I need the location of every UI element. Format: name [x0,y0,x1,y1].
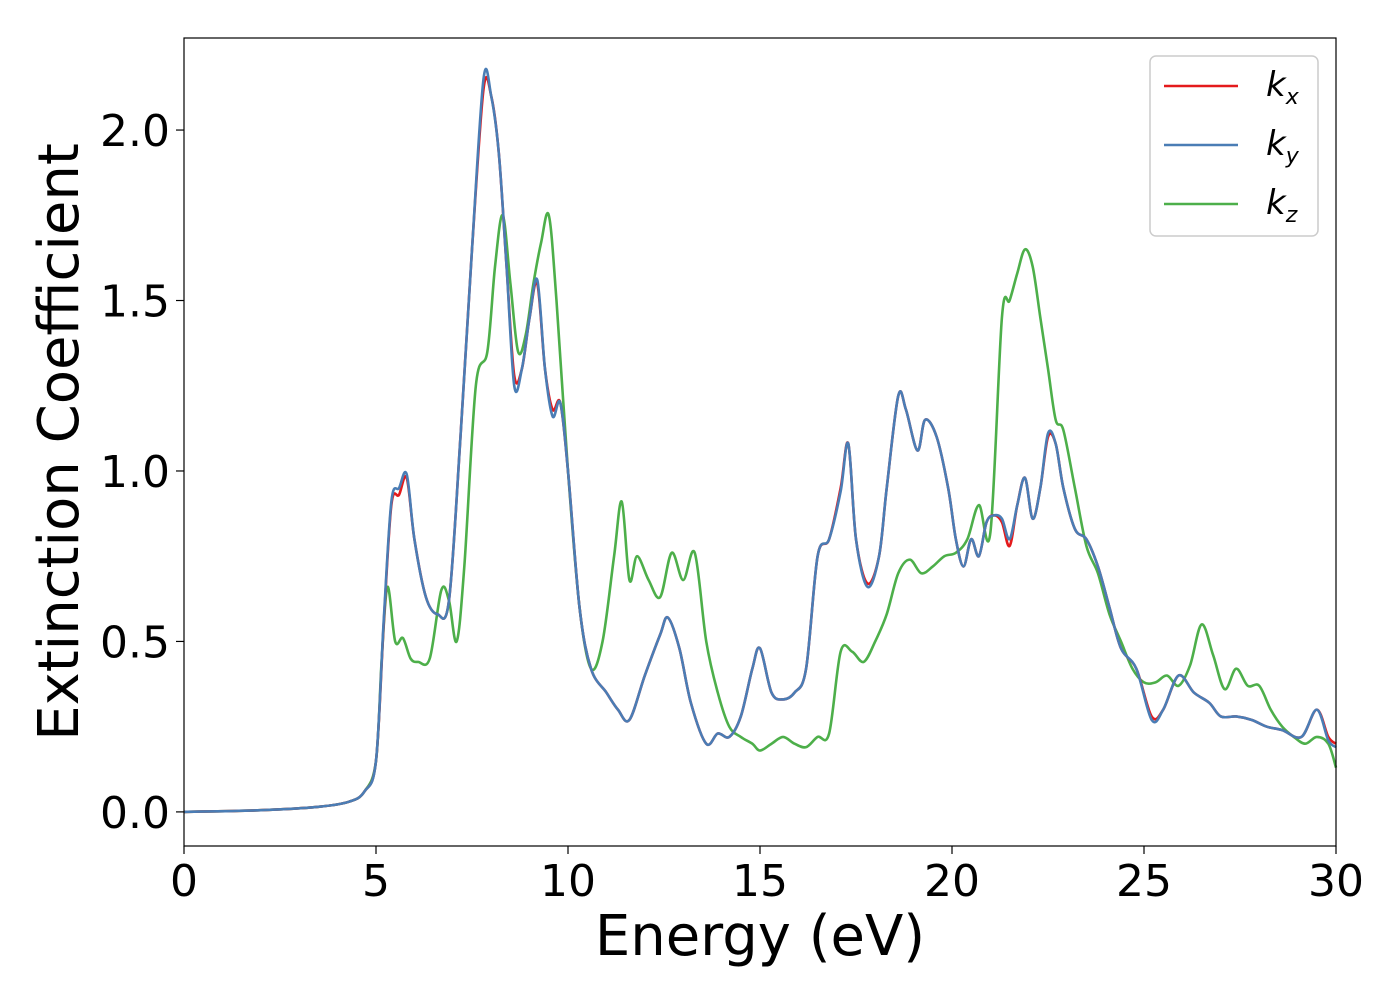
x-tick-label: 5 [362,856,390,907]
y-tick-label: 1.5 [100,277,170,328]
x-tick-label: 25 [1116,856,1172,907]
x-axis-label: Energy (eV) [595,904,925,969]
y-axis-label: Extinction Coefficient [27,143,92,741]
y-tick-label: 0.5 [100,617,170,668]
x-tick-label: 15 [732,856,788,907]
y-tick-label: 2.0 [100,106,170,157]
series-line-y [183,67,1337,814]
x-tick-label: 30 [1308,856,1364,907]
x-tick-label: 10 [540,856,596,907]
legend-label-x: kx [1266,65,1300,110]
y-tick-label: 0.0 [100,788,170,839]
y-axis: 0.0 0.5 1.0 1.5 2.0 [100,106,184,839]
x-axis: 0 5 10 15 20 25 30 [170,846,1364,907]
x-tick-label: 0 [170,856,198,907]
x-tick-label: 20 [924,856,980,907]
plot-lines [183,67,1338,814]
y-tick-label: 1.0 [100,447,170,498]
